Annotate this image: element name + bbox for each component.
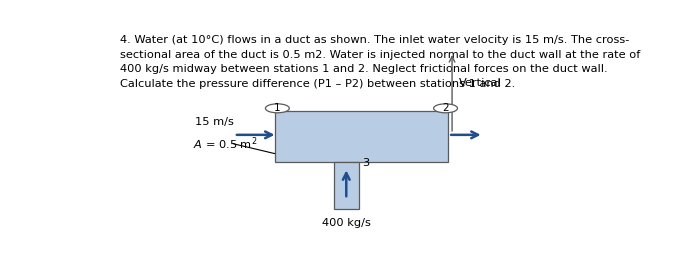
Text: Calculate the pressure difference (P1 – P2) between stations 1 and 2.: Calculate the pressure difference (P1 – … [120,79,515,89]
Text: Vertical: Vertical [459,78,502,88]
Circle shape [265,104,289,113]
Bar [335,162,358,209]
Text: 1: 1 [274,103,281,113]
Text: 3: 3 [363,158,370,169]
Text: 4. Water (at 10°C) flows in a duct as shown. The inlet water velocity is 15 m/s.: 4. Water (at 10°C) flows in a duct as sh… [120,35,629,45]
Text: sectional area of the duct is 0.5 m2. Water is injected normal to the duct wall : sectional area of the duct is 0.5 m2. Wa… [120,50,640,60]
Text: 15 m/s: 15 m/s [195,117,234,127]
Text: 400 kg/s: 400 kg/s [322,218,371,228]
Text: 2: 2 [442,103,449,113]
Bar [274,111,448,162]
Text: 400 kg/s midway between stations 1 and 2. Neglect frictional forces on the duct : 400 kg/s midway between stations 1 and 2… [120,64,608,74]
Text: $A$ = 0.5 m$^2$: $A$ = 0.5 m$^2$ [193,136,258,152]
Circle shape [433,104,458,113]
